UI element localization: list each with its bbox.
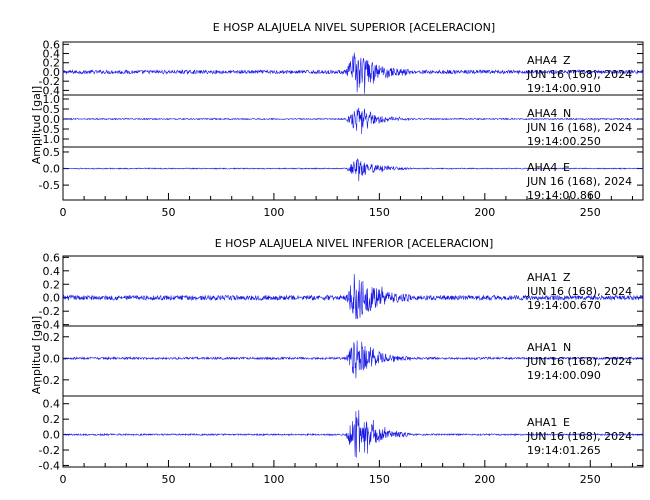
y-axis-label: Amplitud [gal]: [30, 86, 43, 164]
y-tick-label: 0.4: [43, 48, 61, 61]
x-tick-label: 50: [161, 206, 175, 219]
waveform-line: [62, 273, 644, 320]
trace-panel-aha1-e: 0.4 0.2 0.0 -0.2 -0.4 AHA1 E JUN 16 (168), 2…: [39, 395, 644, 472]
time-label: 19:14:00.250: [527, 135, 601, 148]
figure-superior: E HOSP ALAJUELA NIVEL SUPERIOR [ACELERAC…: [30, 21, 644, 219]
x-tick-label: 150: [369, 473, 390, 486]
y-tick-label: -0.4: [39, 319, 60, 332]
y-tick-label: 0.0: [43, 292, 61, 305]
y-tick-label: -0.5: [39, 123, 60, 136]
y-tick-label: 0.2: [43, 57, 61, 70]
y-tick-label: -0.4: [39, 459, 60, 472]
x-tick-label: 200: [474, 473, 495, 486]
y-tick-label: -1.0: [39, 133, 60, 146]
station-component-label: AHA4: [527, 54, 557, 67]
component-label: N: [563, 107, 571, 120]
time-label: 19:14:00.090: [527, 369, 601, 382]
waveform-line: [62, 107, 644, 135]
y-tick-label: 0.4: [43, 265, 61, 278]
y-tick-label: 0.2: [43, 278, 61, 291]
waveform-line: [62, 52, 644, 94]
x-tick-label: 250: [580, 473, 601, 486]
station-component-label: AHA1: [527, 271, 557, 284]
y-ticks: 0.4 0.2 0.0 -0.2 -0.4: [39, 398, 643, 472]
x-axis: 0 50 100 150 200 250: [60, 460, 633, 486]
y-tick-label: 0.0: [43, 113, 61, 126]
y-tick-label: 0.2: [43, 413, 61, 426]
y-tick-label: 0.5: [43, 146, 61, 159]
trace-panel-aha4-n: 1.00.50.0-0.5-1.0 AHA4 N JUN 16 (168), 2…: [39, 93, 644, 148]
y-tick-label: 0.0: [43, 352, 61, 365]
x-tick-label: 250: [580, 206, 601, 219]
date-label: JUN 16 (168), 2024: [526, 355, 632, 368]
y-tick-label: -0.2: [39, 444, 60, 457]
component-label: Z: [563, 54, 571, 67]
figure-title: E HOSP ALAJUELA NIVEL SUPERIOR [ACELERAC…: [213, 21, 495, 34]
date-label: JUN 16 (168), 2024: [526, 175, 632, 188]
y-tick-label: 0.2: [43, 331, 61, 344]
trace-panel-aha1-z: 0.60.40.20.0-0.2-0.4 AHA1 Z JUN 16 (168)…: [39, 251, 644, 332]
component-label: E: [563, 161, 570, 174]
x-tick-label: 0: [60, 206, 67, 219]
time-label: 19:14:01.265: [527, 444, 601, 457]
y-tick-label: 1.0: [43, 93, 61, 106]
x-tick-label: 0: [60, 473, 67, 486]
station-component-label: AHA1: [527, 341, 557, 354]
x-tick-label: 200: [474, 206, 495, 219]
y-tick-label: -0.4: [39, 84, 60, 97]
waveform-line: [62, 410, 644, 458]
figure-title: E HOSP ALAJUELA NIVEL INFERIOR [ACELERAC…: [215, 237, 494, 250]
time-label: 19:14:00.910: [527, 82, 601, 95]
figure-inferior: E HOSP ALAJUELA NIVEL INFERIOR [ACELERAC…: [30, 237, 644, 486]
trace-panel-aha4-z: 0.60.40.20.0-0.2-0.4 AHA4 Z JUN 16 (168)…: [39, 38, 644, 97]
waveform-line: [62, 340, 644, 379]
panel-frame: [62, 146, 644, 201]
y-tick-label: -0.2: [39, 305, 60, 318]
panel-frame: [62, 395, 644, 468]
time-label: 19:14:00.860: [527, 189, 601, 202]
y-tick-label: 0.5: [43, 103, 61, 116]
y-ticks: 0.60.40.20.0-0.2-0.4: [39, 251, 643, 332]
date-label: JUN 16 (168), 2024: [526, 285, 632, 298]
station-component-label: AHA4: [527, 107, 557, 120]
y-tick-label: 0.0: [43, 163, 61, 176]
y-tick-label: -0.5: [39, 179, 60, 192]
y-tick-label: 0.0: [43, 429, 61, 442]
y-ticks: 1.00.50.0-0.5-1.0: [39, 93, 643, 146]
y-ticks: 0.60.40.20.0-0.2-0.4: [39, 38, 643, 97]
trace-panel-aha4-e: 0.5 0.0 -0.5 AHA4 E JUN 16 (168), 2024 19:…: [39, 146, 644, 202]
y-axis-label: Amplitud [gal]: [30, 316, 43, 394]
component-label: E: [563, 416, 570, 429]
y-ticks: 0.2 0.0 -0.2: [39, 331, 643, 387]
x-axis: 0 50 100 150 200 250: [60, 193, 633, 219]
y-tick-label: 0.0: [43, 66, 61, 79]
x-tick-label: 50: [161, 473, 175, 486]
y-tick-label: 0.4: [43, 398, 61, 411]
x-tick-label: 150: [369, 206, 390, 219]
station-component-label: AHA1: [527, 416, 557, 429]
date-label: JUN 16 (168), 2024: [526, 430, 632, 443]
time-label: 19:14:00.670: [527, 299, 601, 312]
y-tick-label: 0.6: [43, 251, 61, 264]
component-label: Z: [563, 271, 571, 284]
date-label: JUN 16 (168), 2024: [526, 121, 632, 134]
date-label: JUN 16 (168), 2024: [526, 68, 632, 81]
y-tick-label: 0.6: [43, 38, 61, 51]
x-tick-label: 100: [263, 473, 284, 486]
y-tick-label: -0.2: [39, 75, 60, 88]
trace-panel-aha1-n: 0.2 0.0 -0.2 AHA1 N JUN 16 (168), 2024 19:…: [39, 325, 644, 397]
station-component-label: AHA4: [527, 161, 557, 174]
x-tick-label: 100: [263, 206, 284, 219]
component-label: N: [563, 341, 571, 354]
waveform-line: [63, 158, 644, 182]
y-ticks: 0.5 0.0 -0.5: [39, 146, 643, 192]
y-tick-label: -0.2: [39, 374, 60, 387]
